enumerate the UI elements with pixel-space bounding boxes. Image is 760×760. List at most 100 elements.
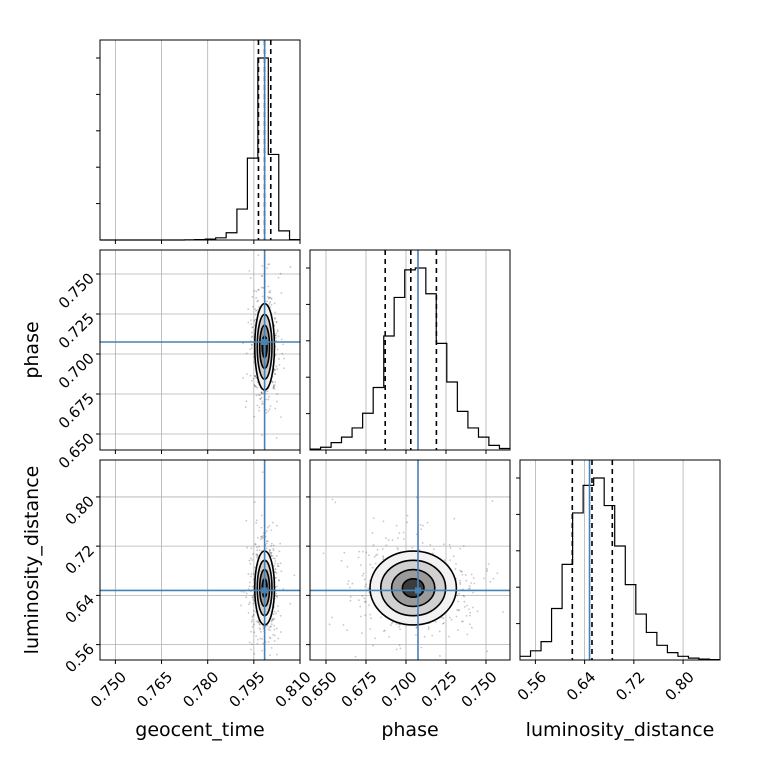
scatter-point: [267, 628, 270, 631]
panel-content: [100, 460, 300, 660]
scatter-point: [268, 551, 271, 554]
scatter-point: [262, 625, 265, 628]
scatter-point: [462, 620, 464, 623]
scatter-point: [265, 540, 268, 543]
scatter-point: [256, 642, 259, 645]
scatter-point: [269, 289, 272, 292]
scatter-point: [293, 574, 296, 577]
scatter-point: [269, 549, 272, 551]
scatter-point: [249, 277, 252, 280]
scatter-point: [370, 617, 372, 620]
scatter-point: [256, 300, 259, 303]
scatter-point: [253, 631, 256, 634]
scatter-point: [246, 546, 249, 549]
scatter-point: [274, 568, 277, 570]
scatter-point: [245, 352, 248, 355]
scatter-point: [255, 394, 258, 397]
scatter-point: [365, 583, 368, 586]
contour-line: [401, 577, 425, 599]
scatter-point: [361, 574, 364, 577]
scatter-point: [260, 286, 263, 289]
scatter-point: [466, 604, 468, 607]
scatter-point: [261, 265, 264, 267]
scatter-point: [254, 308, 256, 310]
scatter-point: [247, 308, 250, 311]
scatter-point: [268, 408, 271, 411]
scatter-point: [469, 611, 472, 614]
scatter-point: [254, 309, 257, 312]
scatter-point: [275, 524, 278, 527]
scatter-point: [259, 623, 261, 626]
scatter-point: [272, 384, 275, 386]
scatter-point: [364, 600, 367, 603]
scatter-point: [247, 588, 250, 590]
scatter-point: [348, 586, 351, 589]
scatter-point: [253, 385, 256, 387]
scatter-point: [468, 623, 471, 626]
scatter-point: [269, 552, 272, 555]
scatter-point: [380, 616, 383, 619]
scatter-point: [268, 549, 271, 552]
scatter-point: [399, 628, 401, 631]
scatter-point: [432, 548, 435, 551]
scatter-point: [256, 536, 259, 539]
scatter-point: [254, 375, 257, 378]
scatter-point: [250, 643, 253, 646]
scatter-point: [368, 554, 370, 557]
scatter-point: [279, 614, 282, 617]
scatter-point: [359, 605, 362, 608]
scatter-point: [435, 621, 437, 623]
scatter-point: [252, 572, 255, 575]
scatter-point: [458, 592, 461, 595]
scatter-point: [280, 631, 282, 633]
scatter-point: [277, 565, 280, 568]
contour-line: [380, 559, 447, 617]
scatter-point: [461, 570, 463, 573]
scatter-point: [254, 375, 257, 378]
scatter-point: [266, 624, 269, 627]
scatter-point: [257, 306, 260, 308]
scatter-point: [251, 553, 254, 555]
scatter-point: [395, 648, 398, 651]
scatter-point: [268, 525, 271, 527]
scatter-point: [374, 562, 377, 565]
scatter-point: [249, 557, 252, 560]
scatter-point: [266, 530, 268, 532]
scatter-point: [273, 634, 276, 637]
scatter-point: [459, 579, 461, 582]
panel-frame: [309, 249, 511, 451]
truth-marker: [261, 339, 268, 345]
scatter-point: [262, 402, 265, 405]
scatter-point: [248, 641, 251, 644]
scatter-point: [256, 638, 259, 641]
scatter-point: [266, 267, 268, 269]
scatter-point: [272, 547, 275, 550]
scatter-point: [251, 619, 254, 621]
scatter-point: [278, 358, 280, 360]
scatter-point: [255, 290, 258, 293]
y-axis-title-phase: phase: [21, 321, 43, 378]
scatter-point: [365, 551, 368, 554]
scatter-point: [272, 549, 275, 552]
scatter-point: [376, 553, 379, 556]
scatter-point: [255, 620, 258, 623]
scatter-point: [254, 385, 257, 388]
scatter-point: [252, 305, 254, 308]
scatter-point: [280, 292, 283, 294]
scatter-point: [346, 565, 349, 568]
scatter-point: [258, 622, 261, 625]
histogram-step: [520, 477, 720, 661]
scatter-point: [268, 263, 271, 265]
scatter-point: [251, 344, 253, 346]
scatter-point: [276, 329, 279, 331]
scatter-point: [256, 381, 259, 384]
scatter-point: [268, 629, 271, 632]
scatter-point: [382, 556, 385, 559]
scatter-point: [275, 612, 277, 615]
scatter-point: [256, 549, 259, 552]
x-axis-title-geocent_time: geocent_time: [135, 719, 264, 741]
scatter-point: [472, 591, 475, 594]
scatter-point: [472, 577, 475, 580]
scatter-point: [274, 317, 276, 319]
scatter-point: [250, 347, 253, 349]
